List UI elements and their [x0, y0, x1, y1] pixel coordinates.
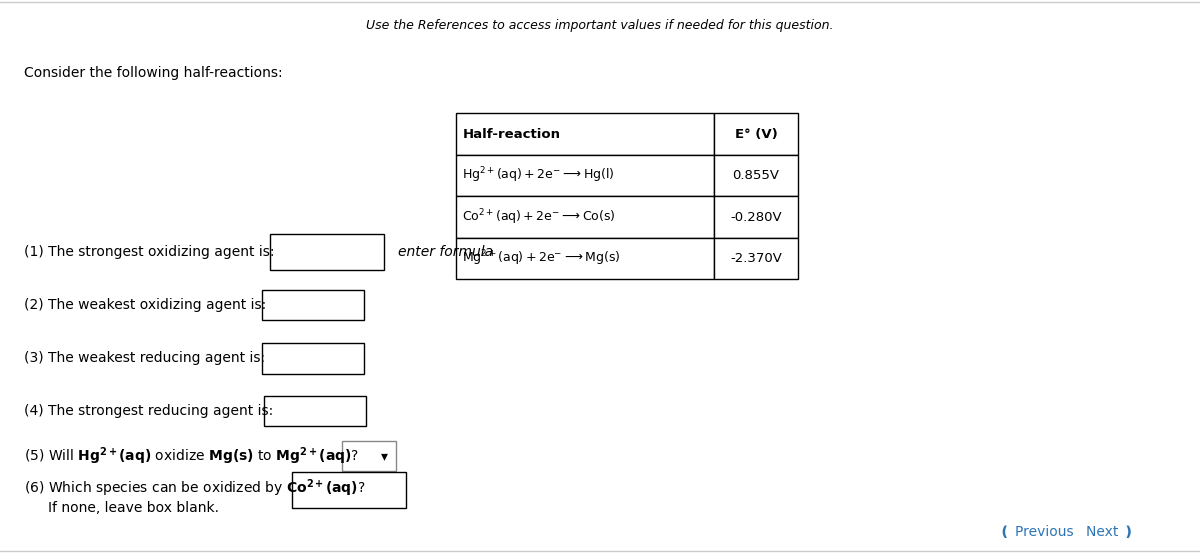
Text: (2) The weakest oxidizing agent is:: (2) The weakest oxidizing agent is: — [24, 298, 266, 312]
Text: ❪ Previous: ❪ Previous — [1000, 525, 1074, 539]
FancyBboxPatch shape — [714, 196, 798, 238]
Text: -0.280V: -0.280V — [730, 211, 782, 223]
Text: (5) Will $\mathbf{Hg^{2+}(aq)}$ oxidize $\mathbf{Mg(s)}$ to $\mathbf{Mg^{2+}(aq): (5) Will $\mathbf{Hg^{2+}(aq)}$ oxidize … — [24, 445, 359, 467]
FancyBboxPatch shape — [714, 238, 798, 279]
FancyBboxPatch shape — [714, 155, 798, 196]
Text: Half-reaction: Half-reaction — [463, 128, 562, 140]
Text: (1) The strongest oxidizing agent is:: (1) The strongest oxidizing agent is: — [24, 244, 275, 259]
Text: E° (V): E° (V) — [734, 128, 778, 140]
FancyBboxPatch shape — [264, 396, 366, 426]
FancyBboxPatch shape — [456, 196, 714, 238]
Text: enter formula: enter formula — [398, 244, 493, 259]
FancyBboxPatch shape — [262, 343, 364, 374]
Text: 0.855V: 0.855V — [732, 169, 780, 182]
Text: -2.370V: -2.370V — [730, 252, 782, 265]
Text: Use the References to access important values if needed for this question.: Use the References to access important v… — [366, 19, 834, 33]
FancyBboxPatch shape — [456, 113, 714, 155]
FancyBboxPatch shape — [456, 155, 714, 196]
FancyBboxPatch shape — [292, 472, 406, 508]
FancyBboxPatch shape — [342, 441, 396, 471]
Text: (4) The strongest reducing agent is:: (4) The strongest reducing agent is: — [24, 404, 274, 418]
Text: (3) The weakest reducing agent is:: (3) The weakest reducing agent is: — [24, 351, 265, 366]
Text: $\mathrm{Co^{2+}(aq) + 2e^{-} \longrightarrow Co(s)}$: $\mathrm{Co^{2+}(aq) + 2e^{-} \longright… — [462, 207, 616, 227]
FancyBboxPatch shape — [270, 233, 384, 269]
Text: $\mathrm{Mg^{2+}(aq) + 2e^{-} \longrightarrow Mg(s)}$: $\mathrm{Mg^{2+}(aq) + 2e^{-} \longright… — [462, 249, 620, 268]
Text: Next ❫: Next ❫ — [1086, 525, 1134, 539]
FancyBboxPatch shape — [262, 290, 364, 321]
Text: If none, leave box blank.: If none, leave box blank. — [48, 500, 220, 515]
Text: Consider the following half-reactions:: Consider the following half-reactions: — [24, 66, 283, 80]
Text: $\mathrm{Hg^{2+}(aq) + 2e^{-} \longrightarrow Hg(l)}$: $\mathrm{Hg^{2+}(aq) + 2e^{-} \longright… — [462, 166, 614, 185]
Text: (6) Which species can be oxidized by $\mathbf{Co^{2+}(aq)}$?: (6) Which species can be oxidized by $\m… — [24, 477, 366, 499]
FancyBboxPatch shape — [714, 113, 798, 155]
Text: ▾: ▾ — [380, 449, 388, 463]
FancyBboxPatch shape — [456, 238, 714, 279]
